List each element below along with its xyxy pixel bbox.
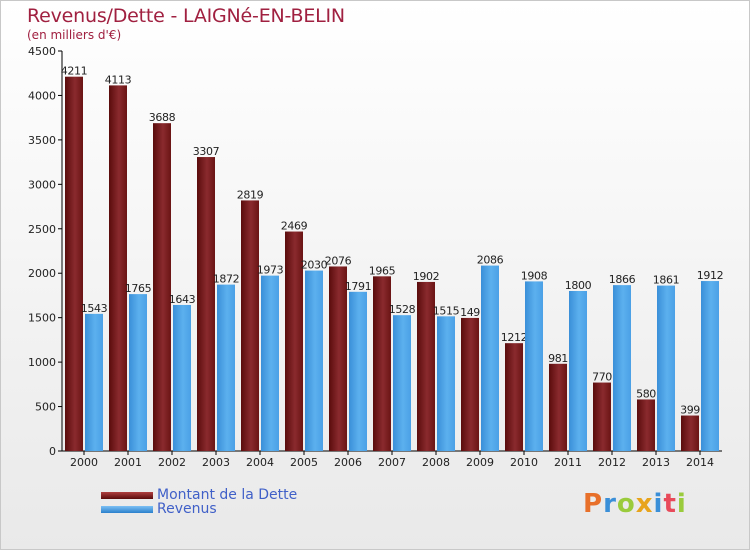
data-label-dette: 1965 — [369, 264, 396, 277]
bar-revenus — [173, 304, 191, 451]
y-tick-label: 2000 — [28, 267, 56, 280]
data-label-revenus: 1866 — [609, 273, 636, 286]
legend-swatch-dette — [101, 491, 153, 499]
bar-dette — [241, 200, 259, 451]
x-tick-label: 2008 — [422, 456, 450, 469]
data-label-dette: 1902 — [413, 270, 439, 283]
bar-dette — [329, 266, 347, 451]
x-tick-label: 2014 — [686, 456, 714, 469]
bar-dette — [285, 231, 303, 451]
bar-revenus — [349, 291, 367, 451]
data-label-revenus: 2030 — [301, 259, 328, 272]
y-tick-label: 4000 — [28, 89, 56, 102]
legend-item-revenus: Revenus — [101, 501, 217, 517]
data-label-dette: 4211 — [61, 65, 87, 78]
data-label-dette: 981 — [548, 352, 568, 365]
x-tick-label: 2012 — [598, 456, 626, 469]
bar-revenus — [393, 315, 411, 451]
x-tick-label: 2009 — [466, 456, 494, 469]
data-label-revenus: 1872 — [213, 273, 239, 286]
data-label-revenus: 1861 — [653, 274, 679, 287]
bar-revenus — [481, 265, 499, 451]
y-tick-label: 3500 — [28, 134, 56, 147]
data-label-revenus: 2086 — [477, 254, 504, 267]
data-label-dette: 2469 — [281, 220, 308, 233]
bar-dette — [417, 281, 435, 451]
x-tick-label: 2006 — [334, 456, 362, 469]
data-label-revenus: 1765 — [125, 282, 152, 295]
data-label-revenus: 1543 — [81, 302, 108, 315]
bar-revenus — [701, 281, 719, 451]
x-tick-label: 2010 — [510, 456, 538, 469]
chart-title: Revenus/Dette - LAIGNé-EN-BELIN — [27, 5, 345, 27]
data-label-revenus: 1791 — [345, 280, 371, 293]
y-tick-label: 3000 — [28, 178, 56, 191]
data-label-revenus: 1912 — [697, 269, 723, 282]
x-tick-label: 2013 — [642, 456, 670, 469]
data-label-dette: 2819 — [237, 188, 264, 201]
bar-revenus — [525, 281, 543, 451]
proxiti-logo: Proxiti — [583, 489, 687, 519]
y-tick-label: 1000 — [28, 356, 56, 369]
x-tick-label: 2004 — [246, 456, 274, 469]
bar-dette — [593, 382, 611, 451]
data-label-revenus: 1800 — [565, 279, 592, 292]
bar-dette — [109, 85, 127, 452]
bar-dette — [681, 415, 699, 451]
data-label-revenus: 1973 — [257, 264, 284, 277]
x-tick-label: 2003 — [202, 456, 230, 469]
bar-dette — [505, 343, 523, 451]
bar-revenus — [129, 294, 147, 451]
data-label-dette: 580 — [636, 387, 656, 400]
data-label-dette: 149 — [460, 306, 480, 319]
legend-item-dette: Montant de la Dette — [101, 487, 297, 503]
data-label-revenus: 1643 — [169, 293, 196, 306]
x-tick-label: 2000 — [70, 456, 98, 469]
bar-dette — [153, 123, 171, 451]
bar-dette — [637, 399, 655, 451]
y-tick-label: 2500 — [28, 223, 56, 236]
data-label-revenus: 1528 — [389, 303, 416, 316]
data-label-dette: 4113 — [105, 73, 132, 86]
bar-dette — [461, 317, 479, 451]
bar-revenus — [657, 285, 675, 451]
data-label-revenus: 1515 — [433, 304, 460, 317]
y-tick-label: 0 — [49, 445, 56, 458]
bar-dette — [65, 76, 83, 451]
bar-revenus — [217, 284, 235, 451]
x-tick-label: 2002 — [158, 456, 186, 469]
x-tick-label: 2005 — [290, 456, 318, 469]
data-label-dette: 1212 — [501, 331, 527, 344]
y-tick-label: 4500 — [28, 45, 56, 58]
y-tick-label: 500 — [35, 401, 56, 414]
data-label-dette: 3307 — [193, 145, 220, 158]
bar-dette — [373, 276, 391, 451]
bar-revenus — [305, 270, 323, 451]
bar-dette — [197, 157, 215, 452]
chart-subtitle: (en milliers d'€) — [27, 28, 122, 42]
bar-revenus — [613, 285, 631, 451]
data-label-dette: 770 — [592, 371, 612, 384]
bar-revenus — [437, 316, 455, 451]
legend-label-dette: Montant de la Dette — [157, 487, 298, 503]
legend-label-revenus: Revenus — [157, 501, 217, 517]
data-label-revenus: 1908 — [521, 269, 548, 282]
data-label-dette: 399 — [680, 404, 700, 417]
y-tick-label: 1500 — [28, 312, 56, 325]
bar-revenus — [569, 291, 587, 451]
data-label-dette: 2076 — [325, 254, 352, 267]
x-tick-label: 2001 — [114, 456, 142, 469]
x-tick-label: 2007 — [378, 456, 406, 469]
bar-dette — [549, 363, 567, 451]
bar-revenus — [85, 313, 103, 451]
legend-swatch-revenus — [101, 505, 153, 513]
bar-revenus — [261, 275, 279, 451]
x-tick-label: 2011 — [554, 456, 582, 469]
data-label-dette: 3688 — [149, 111, 176, 124]
